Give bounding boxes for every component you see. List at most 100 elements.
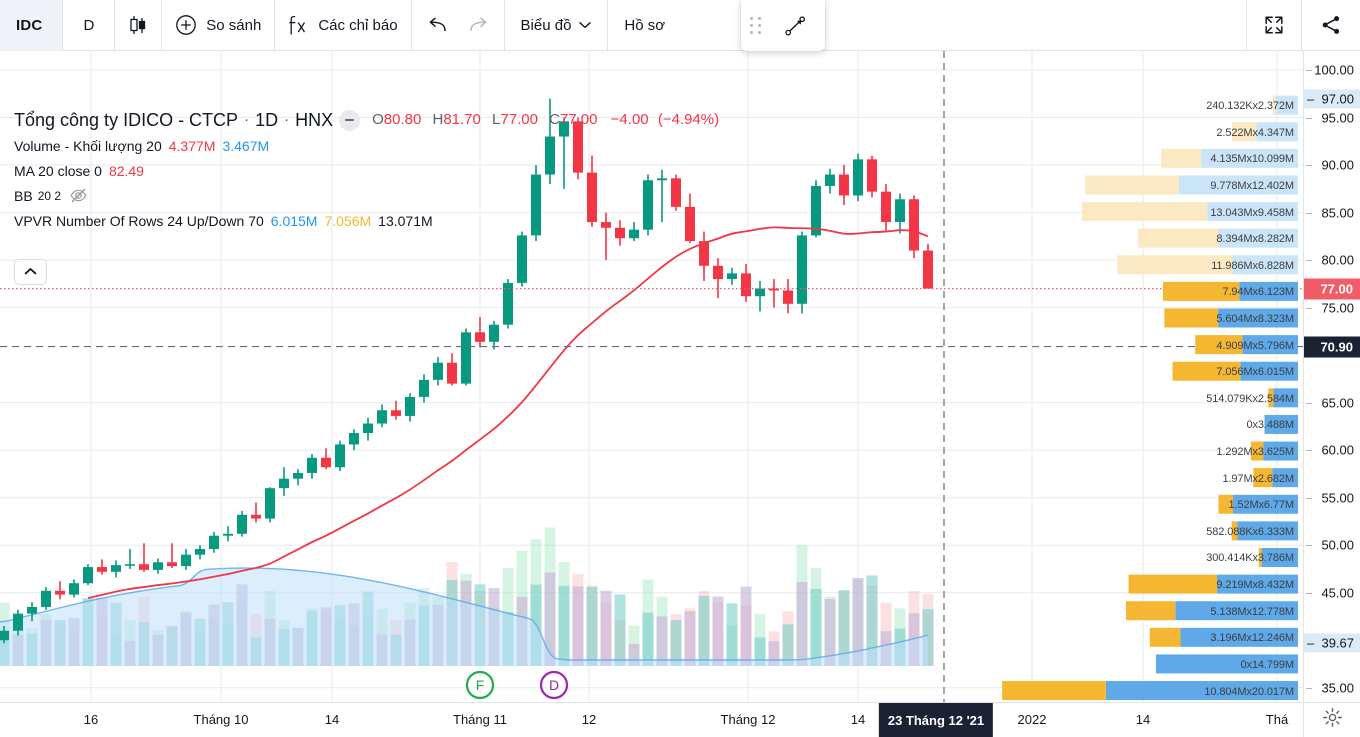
toolbar-divider (503, 0, 505, 51)
vpvr-up-bar (1240, 361, 1298, 381)
compare-button[interactable]: So sánh (162, 0, 274, 51)
gear-icon (1322, 708, 1342, 732)
legend-symbol-title: Tổng công ty IDICO - CTCP (14, 110, 239, 130)
area-line (0, 567, 929, 661)
vpvr-row-label: 1.97Mx2.682M (1222, 472, 1294, 485)
interval-button[interactable]: D (63, 0, 114, 51)
vpvr-down-bar (1002, 681, 1106, 701)
time-tick-label: 2022 (1017, 712, 1047, 727)
vpvr-down-bar (1149, 627, 1181, 647)
profile-button[interactable]: Hồ sơ (608, 0, 681, 51)
vpvr-row-label: 13.043Mx9.458M (1210, 206, 1294, 219)
indicators-button[interactable]: Các chỉ báo (275, 0, 410, 51)
layout-button[interactable]: Biểu đồ (505, 0, 608, 51)
time-tick-label: Tháng 12 (720, 712, 776, 727)
time-tick-label: 16 (83, 712, 99, 727)
vpvr-row-label: 3.196Mx12.246M (1210, 632, 1294, 645)
vpvr-row-label: 9.778Mx12.402M (1210, 179, 1294, 192)
vpvr-row-label: 0x3.488M (1246, 419, 1294, 432)
price-tick-label: 90.00 (1321, 157, 1354, 173)
price-tick-dash (1306, 212, 1312, 214)
ohlc-c-value: 77.00 (559, 111, 598, 128)
price-tick-label: 45.00 (1321, 585, 1354, 601)
compare-label: So sánh (206, 16, 262, 34)
trend-line-arrow-icon (782, 13, 808, 39)
legend-title-row[interactable]: Tổng công ty IDICO - CTCP · 1D · HNX O80… (14, 107, 719, 133)
price-tick-dash (1306, 307, 1312, 309)
vpvr-row-label: 5.138Mx12.778M (1210, 605, 1294, 618)
legend-exchange: HNX (295, 110, 334, 130)
legend-bb-row[interactable]: BB 20 2 (14, 183, 719, 208)
vpvr-row-label: 10.804Mx20.017M (1204, 685, 1294, 698)
grip-dots (749, 17, 761, 34)
last-price-badge[interactable]: 77.00 (1304, 278, 1360, 300)
ohlc-h-value: 81.70 (443, 111, 481, 128)
vpvr-row-label: 11.986Mx6.828M (1211, 259, 1294, 272)
volume-indicator-name: Volume - Khối lượng 20 (14, 137, 162, 154)
vpvr-histogram (1002, 95, 1298, 701)
ohlc-o-label: O (372, 111, 384, 128)
vpvr-down-bar (1195, 335, 1243, 355)
time-scale[interactable]: 16 Tháng 10 14 Tháng 11 12 Tháng 12 14 2022 14 Th… (0, 702, 1303, 737)
fullscreen-button[interactable] (1247, 0, 1301, 51)
vpvr-up-bar (1218, 228, 1298, 248)
toolbar-divider (114, 0, 116, 51)
time-tick-label: Thá (1265, 712, 1289, 727)
vpvr-row-label: 240.132Kx2.372M (1206, 100, 1294, 113)
redo-button[interactable] (458, 0, 504, 51)
price-tick-dash (1306, 450, 1312, 452)
vpvr-down-bar (1172, 361, 1241, 381)
legend-collapse-button[interactable] (14, 259, 47, 285)
price-tick-label: 65.00 (1321, 395, 1354, 411)
top-toolbar: IDC D (0, 0, 1360, 51)
vpvr-up-bar (1273, 388, 1298, 408)
symbol-button[interactable]: IDC (0, 0, 63, 51)
ohlc-h-label: H (432, 111, 444, 128)
share-button[interactable] (1302, 0, 1360, 51)
price-tick-label: 95.00 (1321, 110, 1354, 126)
toolbar-divider (62, 0, 64, 51)
vpvr-row-label: 7.94Mx6.123M (1222, 286, 1294, 299)
time-tick-label: Tháng 11 (453, 712, 507, 727)
ma-value: 82.49 (108, 162, 144, 179)
chevron-down-icon (579, 21, 592, 29)
vpvr-up-bar (1261, 547, 1298, 567)
drag-grip-icon[interactable] (741, 0, 769, 51)
vpvr-up-bar (1263, 441, 1298, 461)
trend-line-tool-button[interactable] (769, 0, 821, 51)
vpvr-row-label: 9.219Mx8.432M (1216, 579, 1294, 592)
fx-icon (288, 14, 309, 36)
vpvr-down-bar (1117, 255, 1233, 275)
collapse-ohlc-icon[interactable] (339, 109, 361, 131)
price-tick-dash (1306, 497, 1312, 499)
chart-type-button[interactable] (115, 0, 161, 51)
price-scale[interactable]: 100.00 95.00 90.00 85.00 80.00 75.00 65.00 60.0… (1303, 51, 1360, 702)
chevron-up-icon (24, 263, 37, 281)
time-tick-label: 14 (850, 712, 866, 727)
legend-ma-row[interactable]: MA 20 close 0 82.49 (14, 158, 719, 183)
ohlc-l-label: L (492, 111, 501, 128)
vpvr-up-bar (1201, 148, 1298, 168)
legend-vpvr-row[interactable]: VPVR Number Of Rows 24 Up/Down 70 6.015M… (14, 208, 719, 233)
vpvr-up-bar (1275, 95, 1298, 115)
undo-button[interactable] (412, 0, 458, 51)
ma-indicator-name: MA 20 close 0 (14, 162, 102, 179)
legend-volume-row[interactable]: Volume - Khối lượng 20 4.377M 3.467M (14, 133, 719, 158)
volume-value-2: 3.467M (222, 137, 270, 154)
vpvr-indicator-name: VPVR Number Of Rows 24 Up/Down 70 (14, 212, 264, 229)
legend-ohlc: O80.80 H81.70 L77.00 C77.00 −4.00 (−4.94… (372, 107, 719, 133)
chart-settings-button[interactable] (1303, 702, 1360, 737)
ma-20-line (87, 226, 929, 600)
vpvr-down-bar (1258, 547, 1262, 567)
bb-indicator-params: 20 2 (37, 188, 62, 203)
vpvr-down-bar (1250, 441, 1264, 461)
ohlc-change-pct: (−4.94%) (657, 111, 720, 128)
vpvr-down-bar (1232, 122, 1257, 142)
vpvr-down-bar (1218, 494, 1234, 514)
price-tick-label: 55.00 (1321, 490, 1354, 506)
price-tick-label: 75.00 (1321, 300, 1354, 316)
chart-legend: Tổng công ty IDICO - CTCP · 1D · HNX O80… (14, 107, 719, 233)
vpvr-down-bar (1268, 388, 1274, 408)
eye-off-icon[interactable] (69, 186, 88, 205)
